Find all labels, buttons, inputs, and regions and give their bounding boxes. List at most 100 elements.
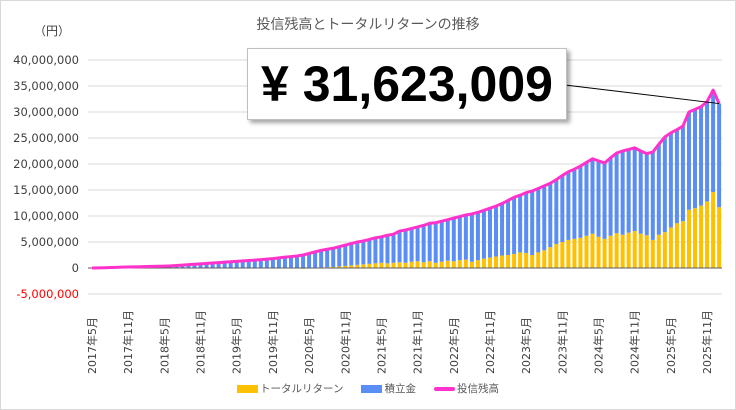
return-bar xyxy=(560,242,565,268)
contribution-bar xyxy=(590,158,595,234)
y-tick-label: 10,000,000 xyxy=(13,209,79,223)
contribution-bar xyxy=(397,231,402,263)
x-tick-label: 2018年5月 xyxy=(157,317,171,374)
contribution-bar xyxy=(234,261,239,268)
contribution-bar xyxy=(258,259,263,268)
return-bar xyxy=(711,192,716,268)
return-bar xyxy=(554,244,559,268)
legend-label-return: トータルリターン xyxy=(260,383,344,395)
contribution-bar xyxy=(668,132,673,228)
contribution-bar xyxy=(451,218,456,262)
legend-swatch-return xyxy=(237,384,258,393)
contribution-bar xyxy=(228,261,233,268)
contribution-bar xyxy=(282,257,287,268)
return-bar xyxy=(674,223,679,268)
return-bar xyxy=(578,237,583,268)
contribution-bar xyxy=(319,250,324,268)
return-bar xyxy=(367,263,372,268)
return-bar xyxy=(337,266,342,268)
contribution-bar xyxy=(644,153,649,236)
return-bar xyxy=(680,221,685,268)
legend-label-contribution: 積立金 xyxy=(384,383,416,395)
contribution-bar xyxy=(252,260,257,268)
contribution-bar xyxy=(216,262,221,268)
return-bar xyxy=(584,235,589,268)
contribution-bar xyxy=(421,225,426,263)
return-bar xyxy=(373,263,378,268)
contribution-bar xyxy=(699,106,704,206)
contribution-bar xyxy=(487,208,492,258)
contribution-bar xyxy=(198,263,203,268)
y-tick-label: 30,000,000 xyxy=(13,105,79,119)
legend-item-balance: 投信残高 xyxy=(433,381,499,396)
contribution-bar xyxy=(506,200,511,255)
contribution-bar xyxy=(572,169,577,239)
x-tick-label: 2025年11月 xyxy=(700,310,714,374)
contribution-bar xyxy=(620,151,625,235)
contribution-bar xyxy=(288,256,293,268)
legend-item-return: トータルリターン xyxy=(237,381,343,396)
contribution-bar xyxy=(686,112,691,210)
contribution-bar xyxy=(210,262,215,268)
return-bar xyxy=(536,252,541,268)
contribution-bar xyxy=(536,188,541,253)
contribution-bar xyxy=(379,236,384,263)
return-bar xyxy=(644,235,649,268)
contribution-bar xyxy=(705,101,710,202)
contribution-bar xyxy=(524,192,529,253)
contribution-bar xyxy=(548,183,553,248)
return-bar xyxy=(506,255,511,268)
contribution-bar xyxy=(325,249,330,268)
return-bar xyxy=(500,255,505,268)
return-bar xyxy=(445,260,450,268)
return-bar xyxy=(548,247,553,268)
x-tick-label: 2017年11月 xyxy=(121,310,135,374)
return-bar xyxy=(403,262,408,268)
return-bar xyxy=(572,238,577,268)
contribution-bar xyxy=(560,175,565,242)
contribution-bar xyxy=(264,259,269,268)
legend-swatch-balance xyxy=(433,386,455,391)
return-bar xyxy=(608,235,613,268)
x-tick-label: 2022年11月 xyxy=(483,310,497,374)
y-tick-label: 5,000,000 xyxy=(20,235,79,249)
contribution-bar xyxy=(186,264,191,268)
x-tick-label: 2019年11月 xyxy=(266,310,280,374)
return-bar xyxy=(650,239,655,268)
contribution-bar xyxy=(693,109,697,209)
contribution-bar xyxy=(301,254,306,268)
contribution-bar xyxy=(632,147,637,232)
contribution-bar xyxy=(530,191,535,255)
return-bar xyxy=(439,261,444,268)
contribution-bar xyxy=(439,221,444,262)
return-bar xyxy=(391,262,396,268)
contribution-bar xyxy=(584,162,589,236)
contribution-bar xyxy=(270,258,275,268)
return-bar xyxy=(662,232,667,268)
return-bar xyxy=(397,262,402,268)
return-bar xyxy=(596,236,601,268)
x-tick-label: 2020年5月 xyxy=(302,317,316,374)
return-bar xyxy=(614,233,619,268)
y-tick-label: 20,000,000 xyxy=(13,157,79,171)
contribution-bar xyxy=(650,152,655,240)
return-bar xyxy=(590,233,595,268)
return-bar xyxy=(427,261,432,268)
return-bar xyxy=(379,262,384,268)
return-bar xyxy=(512,253,517,268)
contribution-bar xyxy=(494,206,499,257)
return-bar xyxy=(457,260,462,268)
contribution-bar xyxy=(415,226,420,262)
return-bar xyxy=(626,232,631,268)
return-bar xyxy=(463,259,468,268)
return-bar xyxy=(415,261,420,268)
return-bar xyxy=(343,265,348,268)
return-bar xyxy=(349,265,354,268)
return-bar xyxy=(530,255,535,268)
contribution-bar xyxy=(337,246,342,267)
contribution-bar xyxy=(276,257,281,268)
contribution-bar xyxy=(662,136,667,233)
contribution-bar xyxy=(427,223,432,262)
return-bar xyxy=(668,227,673,268)
